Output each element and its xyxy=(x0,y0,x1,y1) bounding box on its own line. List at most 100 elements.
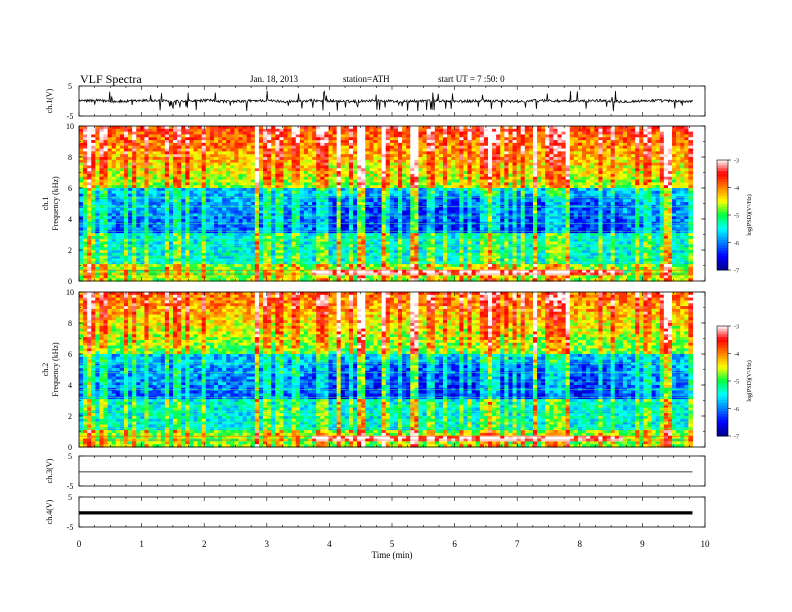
spectrogram-cell xyxy=(213,176,219,181)
spectrogram-cell xyxy=(271,227,276,231)
spectrogram-cell xyxy=(189,151,195,155)
spectrogram-cell xyxy=(156,275,162,279)
spectrogram-cell xyxy=(357,224,362,229)
spectrogram-cell xyxy=(144,210,150,214)
spectrogram-cell xyxy=(168,157,174,161)
spectrogram-cell xyxy=(242,185,248,189)
spectrogram-cell xyxy=(185,171,191,175)
spectrogram-cell xyxy=(197,157,203,161)
spectrogram-cell xyxy=(242,190,248,195)
spectrogram-cell xyxy=(87,188,92,192)
spectrogram-cell xyxy=(344,261,350,265)
spectrogram-cell xyxy=(107,145,113,150)
spectrogram-cell xyxy=(381,148,387,152)
spectrogram-cell xyxy=(398,140,403,144)
spectrogram-cell xyxy=(128,173,133,178)
spectrogram-cell xyxy=(246,275,252,279)
spectrogram-cell xyxy=(238,162,244,167)
spectrogram-cell xyxy=(336,244,342,248)
spectrogram-cell xyxy=(287,151,293,155)
spectrogram-cell xyxy=(234,275,240,279)
spectrogram-cell xyxy=(144,137,150,141)
spectrogram-cell xyxy=(242,255,248,260)
spectrogram-cell xyxy=(123,157,129,161)
spectrogram-cell xyxy=(103,278,109,282)
spectrogram-cell xyxy=(447,202,452,206)
spectrogram-cell xyxy=(156,171,162,175)
spectrogram-cell xyxy=(443,235,448,240)
spectrogram-cell xyxy=(434,190,440,195)
spectrogram-cell xyxy=(181,157,186,161)
spectrogram-cell xyxy=(291,235,297,240)
spectrogram-cell xyxy=(246,216,252,220)
spectrogram-cell xyxy=(140,230,146,234)
spectrogram-cell xyxy=(426,275,432,279)
spectrogram-cell xyxy=(226,171,231,175)
spectrogram-cell xyxy=(430,278,436,282)
spectrogram-cell xyxy=(385,159,391,164)
spectrogram-cell xyxy=(201,227,207,231)
spectrogram-cell xyxy=(189,154,195,158)
spectrogram-cell xyxy=(357,126,362,130)
spectrogram-cell xyxy=(353,213,358,217)
spectrogram-cell xyxy=(361,140,366,144)
spectrogram-cell xyxy=(185,264,191,268)
spectrogram-cell xyxy=(426,219,432,223)
spectrogram-cell xyxy=(205,258,211,262)
spectrogram-cell xyxy=(414,230,420,234)
spectrogram-cell xyxy=(348,131,354,136)
spectrogram-cell xyxy=(144,230,150,234)
spectrogram-cell xyxy=(393,247,399,251)
spectrogram-cell xyxy=(369,216,375,220)
spectrogram-cell xyxy=(99,171,105,175)
spectrogram-cell xyxy=(279,196,285,200)
spectrogram-cell xyxy=(189,230,195,234)
spectrogram-cell xyxy=(103,185,109,189)
spectrogram-cell xyxy=(263,230,268,234)
spectrogram-cell xyxy=(426,207,432,212)
spectrogram-cell xyxy=(381,275,387,279)
spectrogram-cell xyxy=(222,244,227,248)
spectrogram-cell xyxy=(128,176,133,181)
spectrogram-cell xyxy=(144,266,150,271)
spectrogram-cell xyxy=(197,196,203,200)
spectrogram-cell xyxy=(103,173,109,178)
spectrogram-cell xyxy=(222,252,227,257)
spectrogram-cell xyxy=(332,193,338,198)
spectrogram-cell xyxy=(332,176,338,181)
spectrogram-cell xyxy=(213,165,219,169)
spectrogram-cell xyxy=(258,154,264,158)
spectrogram-cell xyxy=(320,244,325,248)
spectrogram-cell xyxy=(279,126,285,130)
spectrogram-cell xyxy=(348,165,354,169)
spectrogram-cell xyxy=(299,159,305,164)
spectrogram-cell xyxy=(242,216,248,220)
spectrogram-cell xyxy=(434,162,440,167)
spectrogram-cell xyxy=(381,269,387,274)
spectrogram-cell xyxy=(83,165,88,169)
spectrogram-cell xyxy=(267,207,272,212)
spectrogram-cell xyxy=(128,199,133,203)
spectrogram-cell xyxy=(144,219,150,223)
spectrogram-cell xyxy=(422,176,428,181)
spectrogram-cell xyxy=(312,179,317,183)
spectrogram-cell xyxy=(414,140,420,144)
spectrogram-cell xyxy=(275,247,280,251)
spectrogram-cell xyxy=(213,202,219,206)
spectrogram-cell xyxy=(164,190,170,195)
spectrogram-cell xyxy=(123,238,129,243)
spectrogram-cell xyxy=(373,258,379,262)
spectrogram-cell xyxy=(377,199,383,203)
spectrogram-cell xyxy=(361,261,366,265)
spectrogram-cell xyxy=(340,233,346,237)
spectrogram-cell xyxy=(189,241,195,245)
spectrogram-cell xyxy=(348,266,354,271)
spectrogram-cell xyxy=(213,134,219,138)
spectrogram-cell xyxy=(254,137,260,141)
spectrogram-cell xyxy=(447,157,452,161)
spectrogram-cell xyxy=(438,241,444,245)
spectrogram-cell xyxy=(402,202,407,206)
spectrogram-cell xyxy=(393,193,399,198)
spectrogram-cell xyxy=(361,224,366,229)
spectrogram-cell xyxy=(438,134,444,138)
